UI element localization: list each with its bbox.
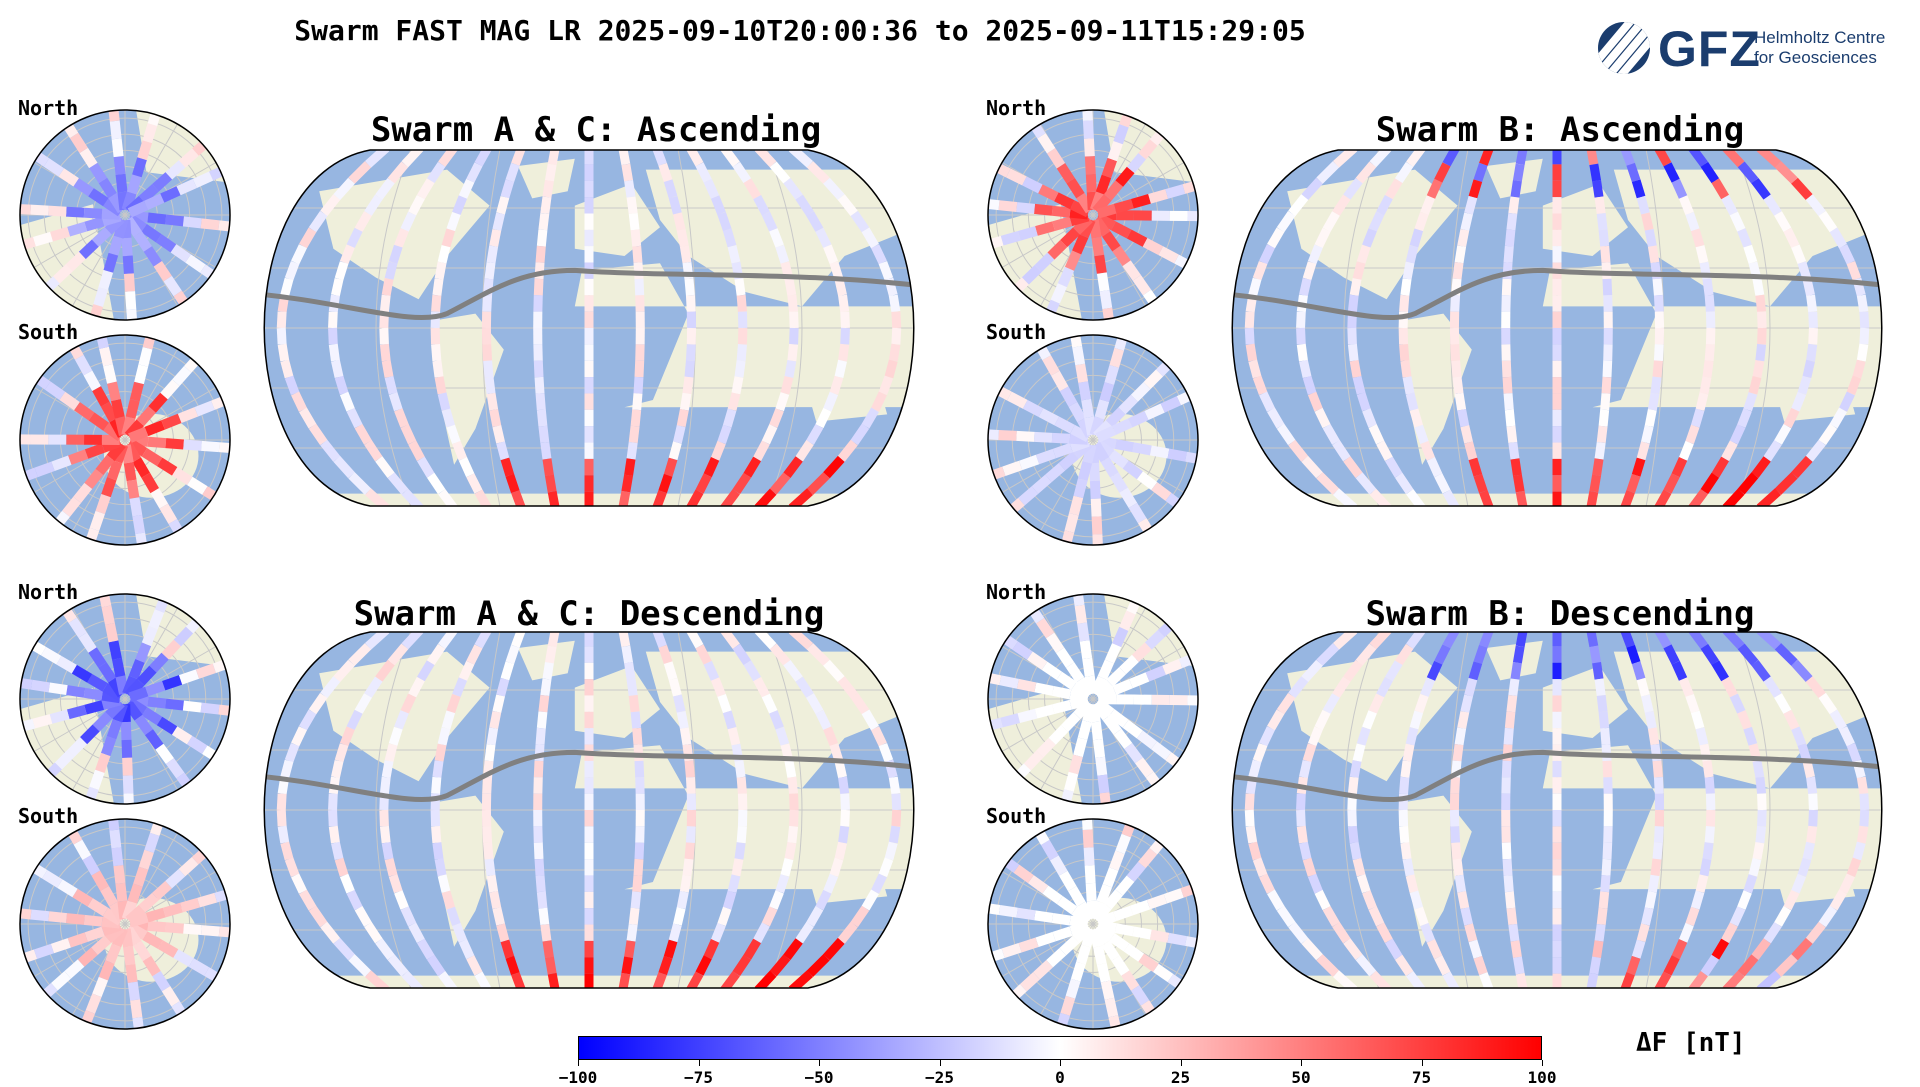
south-polar-map	[986, 333, 1200, 547]
colorbar-tick-label: 50	[1271, 1068, 1331, 1087]
south-polar-map	[18, 817, 232, 1031]
north-polar-map	[986, 108, 1200, 322]
colorbar-tick	[699, 1060, 700, 1066]
colorbar-tick	[1542, 1060, 1543, 1066]
north-polar-map	[18, 108, 232, 322]
logo-subtitle: Helmholtz Centre for Geosciences	[1754, 28, 1885, 68]
gfz-logo: GFZ Helmholtz Centre for Geosciences	[1598, 18, 1898, 78]
colorbar-tick-label: 25	[1151, 1068, 1211, 1087]
colorbar-tick	[819, 1060, 820, 1066]
world-map	[234, 630, 944, 990]
colorbar-tick	[578, 1060, 579, 1066]
north-polar-map	[986, 592, 1200, 806]
north-polar-map	[18, 592, 232, 806]
colorbar-label: ΔF [nT]	[1636, 1028, 1746, 1058]
colorbar-tick	[1422, 1060, 1423, 1066]
colorbar-tick	[1181, 1060, 1182, 1066]
colorbar-tick-label: 100	[1512, 1068, 1572, 1087]
world-map	[234, 148, 944, 508]
gfz-logo-icon	[1598, 22, 1650, 74]
colorbar-tick-label: −50	[789, 1068, 849, 1087]
colorbar-tick-label: −100	[548, 1068, 608, 1087]
panel-title: Swarm B: Descending	[1200, 594, 1920, 634]
colorbar-tick-label: −75	[669, 1068, 729, 1087]
world-map	[1202, 148, 1912, 508]
colorbar-tick-label: 75	[1392, 1068, 1452, 1087]
colorbar-tick	[1060, 1060, 1061, 1066]
world-map	[1202, 630, 1912, 990]
panel-title: Swarm A & C: Ascending	[234, 110, 958, 150]
south-polar-map	[986, 817, 1200, 1031]
panel-title: Swarm A & C: Descending	[234, 594, 944, 634]
logo-subtitle-line2: for Geosciences	[1754, 48, 1885, 68]
colorbar	[578, 1036, 1542, 1060]
colorbar-tick	[940, 1060, 941, 1066]
figure-title: Swarm FAST MAG LR 2025-09-10T20:00:36 to…	[0, 14, 1600, 47]
south-polar-map	[18, 333, 232, 547]
logo-subtitle-line1: Helmholtz Centre	[1754, 28, 1885, 48]
colorbar-tick-label: 0	[1030, 1068, 1090, 1087]
colorbar-tick-label: −25	[910, 1068, 970, 1087]
logo-acronym: GFZ	[1658, 20, 1761, 78]
panel-title: Swarm B: Ascending	[1200, 110, 1920, 150]
colorbar-tick	[1301, 1060, 1302, 1066]
